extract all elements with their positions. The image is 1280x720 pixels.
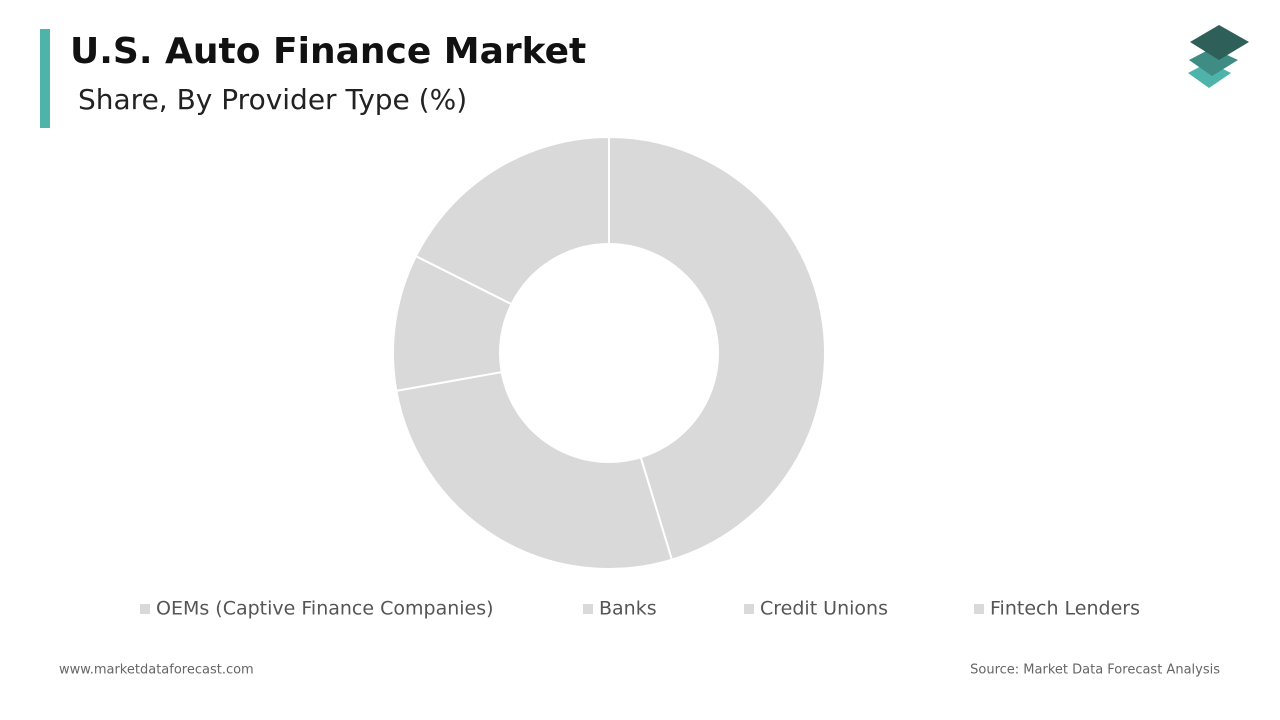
legend-label: Credit Unions [760, 598, 888, 620]
legend-swatch [583, 604, 593, 614]
chart-subtitle: Share, By Provider Type (%) [78, 83, 467, 116]
legend: OEMs (Captive Finance Companies) Banks Cre… [140, 598, 1140, 620]
donut-slice [395, 370, 674, 570]
chart-title: U.S. Auto Finance Market [70, 31, 586, 72]
legend-label: Banks [599, 598, 657, 620]
donut-slice [414, 135, 610, 306]
legend-swatch [744, 604, 754, 614]
footer-website: www.marketdataforecast.com [59, 663, 254, 678]
donut-slice [608, 135, 826, 561]
legend-swatch [140, 604, 150, 614]
logo [1188, 25, 1249, 88]
title-accent [40, 29, 50, 128]
legend-label: Fintech Lenders [990, 598, 1140, 620]
footer-source: Source: Market Data Forecast Analysis [970, 663, 1220, 678]
donut [392, 135, 826, 570]
legend-label: OEMs (Captive Finance Companies) [156, 598, 494, 620]
legend-swatch [974, 604, 984, 614]
